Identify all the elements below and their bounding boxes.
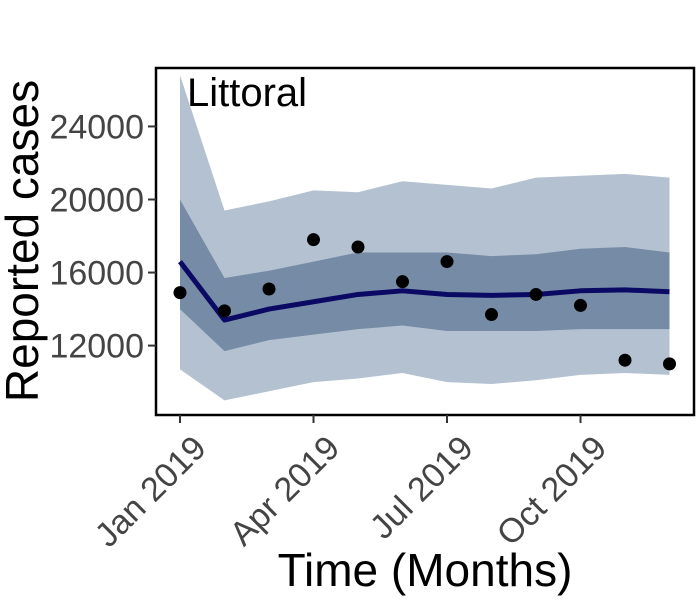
- panel-title: Littoral: [187, 71, 307, 115]
- x-tick-label: Oct 2019: [490, 429, 614, 553]
- observed-points: [173, 233, 676, 371]
- x-tick-label: Jul 2019: [363, 429, 481, 547]
- x-tick-label: Jan 2019: [88, 429, 214, 555]
- y-axis: 12000 16000 20000 24000: [49, 108, 156, 366]
- x-axis: Jan 2019 Apr 2019 Jul 2019 Oct 2019: [88, 415, 614, 555]
- y-axis-label: Reported cases: [0, 80, 48, 402]
- fitted-line-group: [178, 260, 670, 323]
- inner-interval-band: [180, 199, 670, 352]
- y-tick-label: 12000: [49, 328, 144, 366]
- observed-point: [663, 357, 676, 371]
- outer-interval-band: [180, 75, 670, 401]
- plot-frame: [154, 66, 696, 417]
- observed-point: [218, 304, 231, 318]
- observed-point: [529, 287, 543, 301]
- fitted-line: [178, 260, 670, 323]
- observed-point: [396, 275, 409, 289]
- x-tick-label: Apr 2019: [223, 429, 347, 553]
- observed-point: [307, 233, 320, 247]
- observed-point: [173, 286, 187, 300]
- y-tick-label: 24000: [49, 108, 144, 146]
- observed-point: [485, 308, 498, 322]
- observed-point: [351, 240, 365, 254]
- y-tick-label: 20000: [49, 181, 144, 219]
- observed-point: [618, 353, 632, 367]
- observed-point: [440, 255, 454, 269]
- observed-point: [574, 298, 587, 312]
- y-tick-label: 16000: [49, 255, 144, 293]
- observed-point: [262, 282, 276, 296]
- x-axis-label: Time (Months): [278, 544, 573, 596]
- interval-bands: [180, 75, 670, 401]
